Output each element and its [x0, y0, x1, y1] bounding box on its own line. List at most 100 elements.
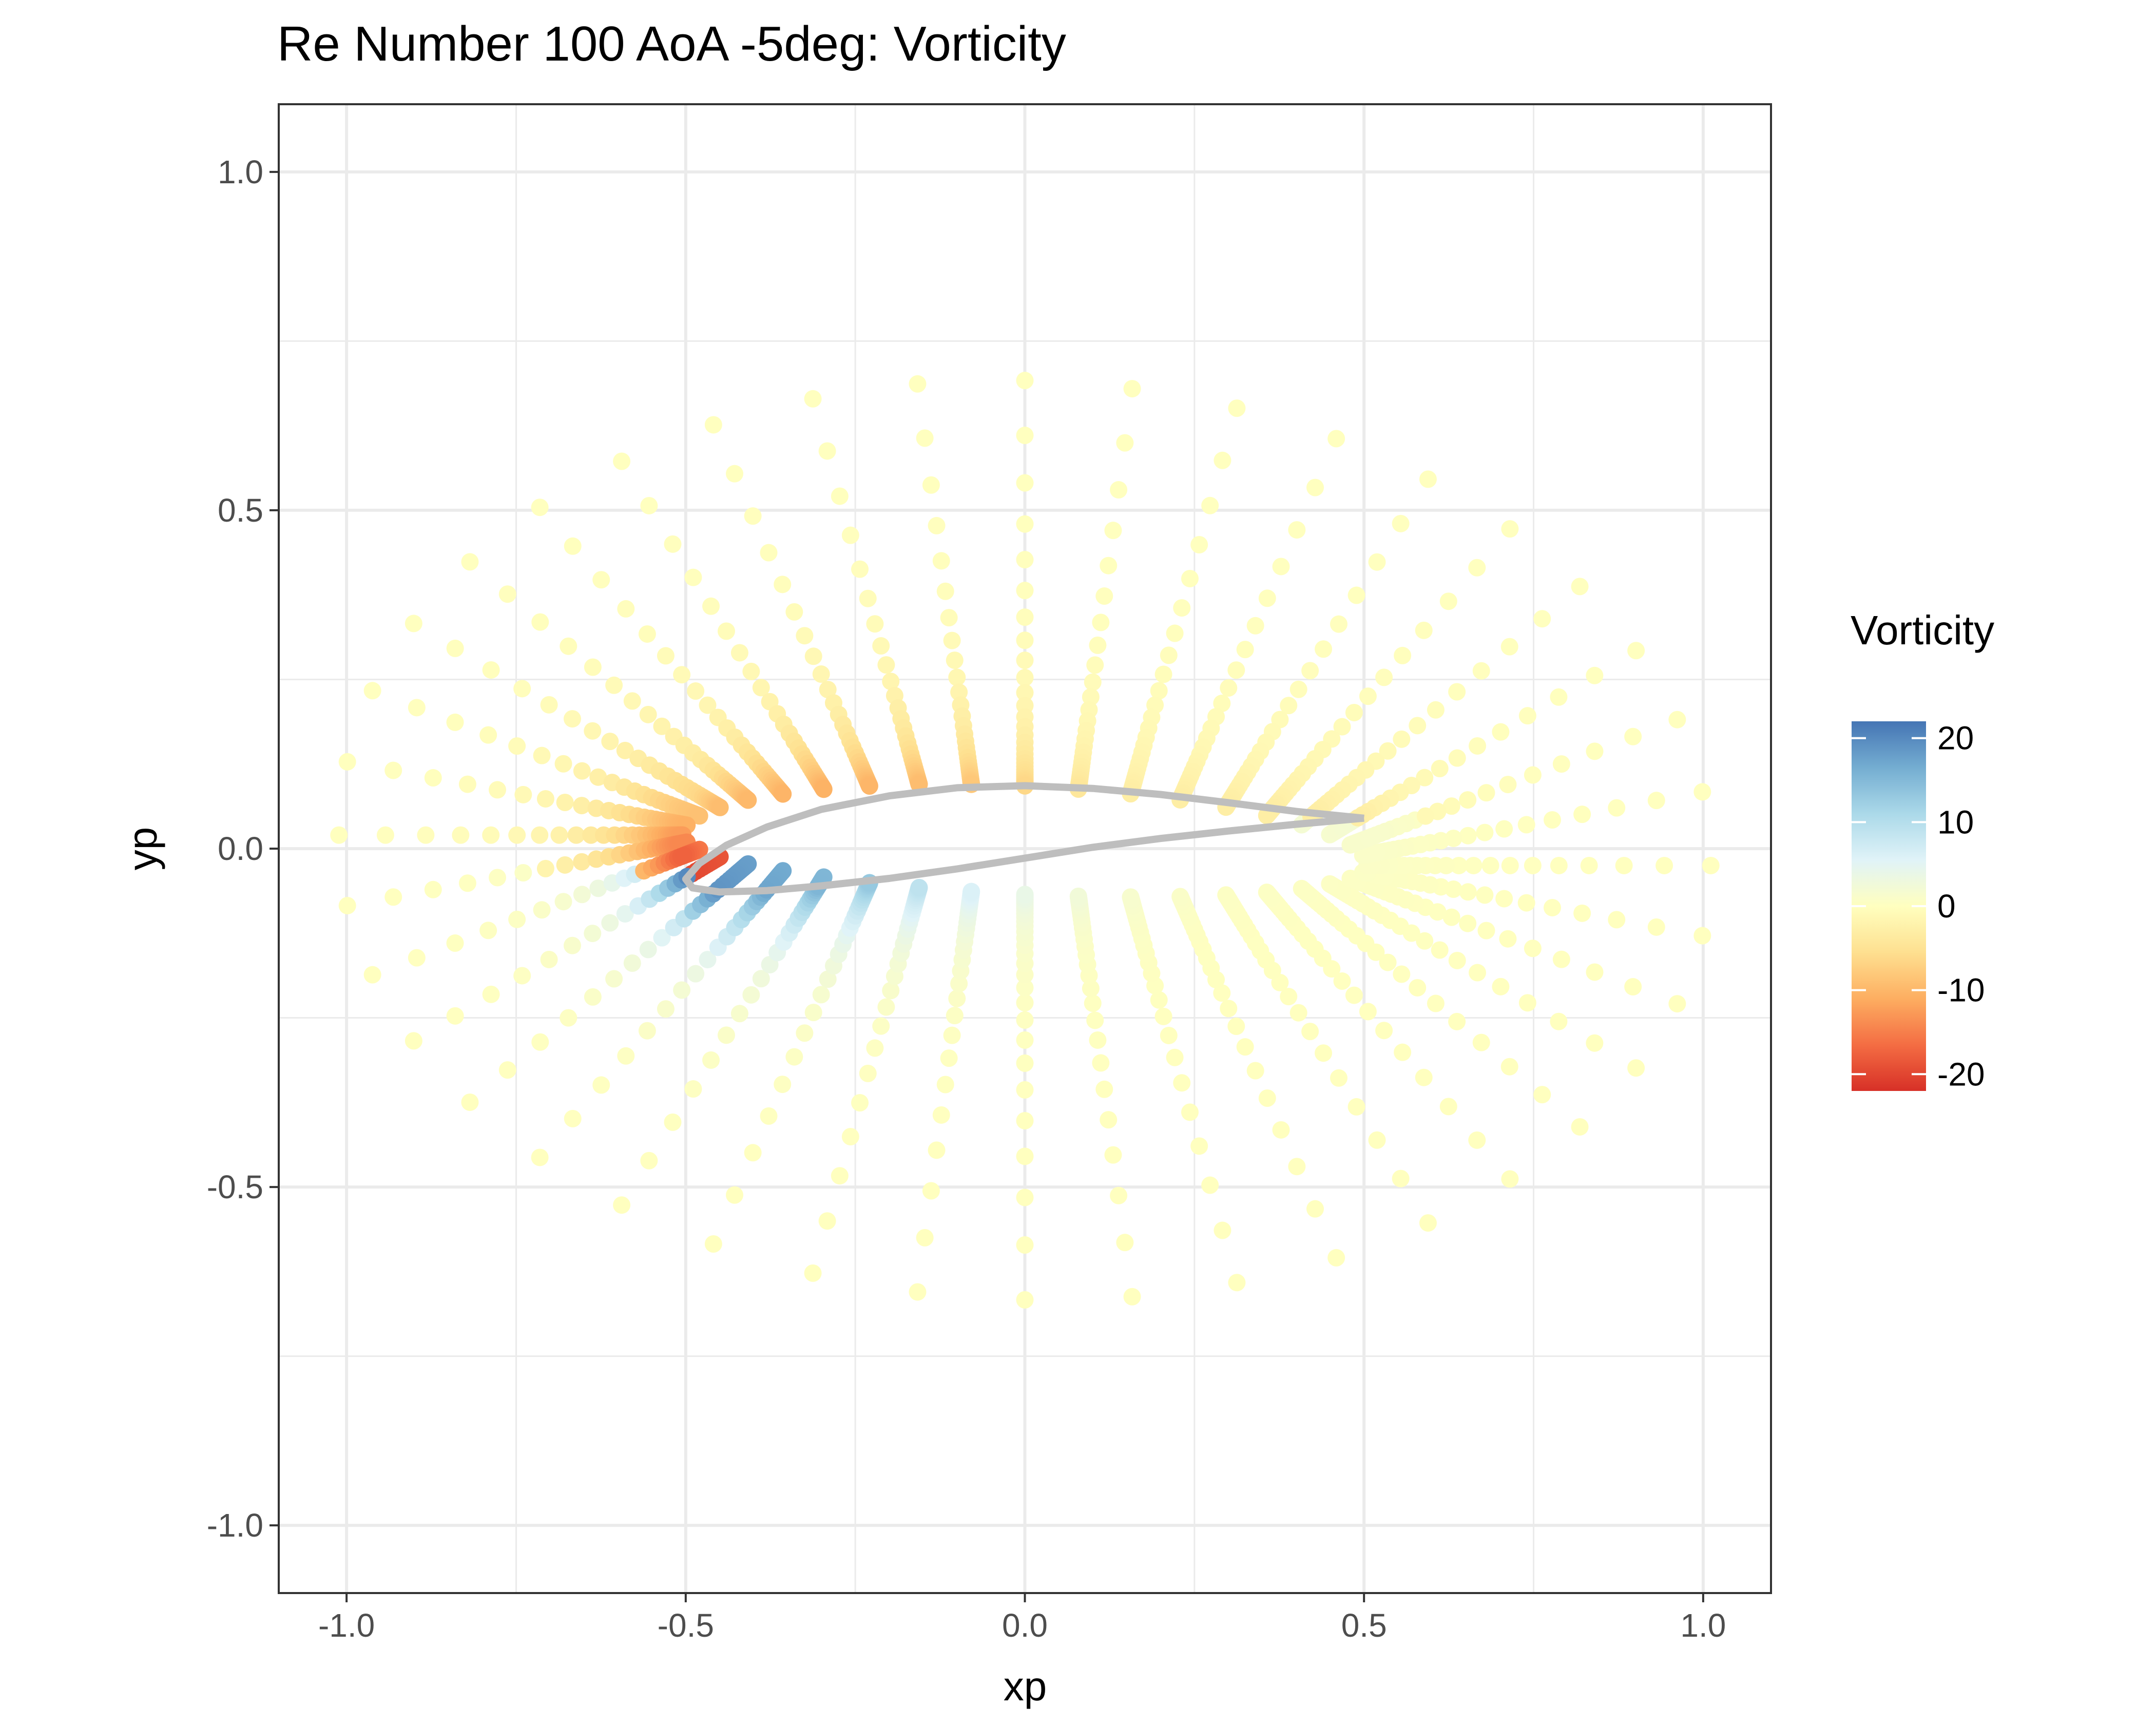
vorticity-point — [687, 965, 705, 983]
vorticity-point — [1550, 856, 1568, 874]
vorticity-point — [796, 627, 814, 645]
vorticity-point — [1321, 875, 1339, 893]
vorticity-point — [704, 1235, 722, 1253]
vorticity-point — [804, 1004, 822, 1022]
vorticity-point — [531, 499, 549, 516]
vorticity-point — [962, 883, 980, 900]
vorticity-point — [1123, 1288, 1141, 1306]
vorticity-point — [563, 710, 581, 728]
vorticity-point — [1016, 684, 1034, 702]
vorticity-point — [922, 476, 940, 494]
vorticity-point — [1393, 965, 1411, 983]
legend-label: 20 — [1937, 720, 1974, 757]
vorticity-point — [1468, 1131, 1486, 1149]
vorticity-point — [540, 696, 558, 714]
vorticity-point — [573, 762, 591, 780]
vorticity-point — [936, 582, 954, 600]
vorticity-point — [1394, 1043, 1412, 1061]
vorticity-point — [1615, 856, 1633, 874]
vorticity-point — [1459, 791, 1477, 809]
vorticity-point — [744, 507, 762, 525]
vorticity-point — [943, 631, 961, 649]
x-axis-ticks: -1.0 -0.5 0.0 0.5 1.0 — [318, 1593, 1726, 1644]
vorticity-point — [866, 1039, 884, 1057]
vorticity-point — [1289, 1004, 1307, 1022]
vorticity-point — [831, 1167, 849, 1185]
vorticity-point — [1533, 610, 1551, 628]
vorticity-point — [1086, 1011, 1104, 1029]
vorticity-point — [1100, 557, 1118, 574]
vorticity-point — [1166, 1048, 1184, 1066]
vorticity-point — [638, 1022, 656, 1040]
vorticity-point — [1580, 856, 1598, 874]
vorticity-point — [446, 1007, 464, 1025]
vorticity-point — [1550, 688, 1568, 706]
vorticity-point — [1173, 1074, 1191, 1092]
vorticity-point — [1016, 994, 1034, 1012]
vorticity-point — [1315, 640, 1333, 658]
vorticity-point — [338, 896, 356, 914]
vorticity-point — [584, 925, 602, 943]
vorticity-point — [1500, 638, 1518, 656]
vorticity-point — [1181, 1103, 1199, 1121]
vorticity-point — [882, 982, 900, 1000]
vorticity-point — [717, 622, 735, 640]
y-tick-label: 0.0 — [218, 830, 263, 867]
vorticity-point — [916, 429, 934, 447]
vorticity-point — [1016, 1081, 1034, 1099]
vorticity-point — [639, 941, 657, 959]
vorticity-point — [479, 726, 497, 744]
vorticity-point — [1459, 914, 1477, 932]
vorticity-point — [1586, 742, 1604, 760]
vorticity-point — [841, 526, 859, 544]
vorticity-point — [910, 878, 928, 896]
vorticity-point — [940, 1049, 958, 1067]
vorticity-point — [1213, 695, 1231, 713]
vorticity-point — [1228, 1274, 1246, 1292]
vorticity-point — [1448, 683, 1466, 701]
vorticity-point — [877, 656, 895, 674]
vorticity-point — [1016, 474, 1034, 492]
vorticity-point — [1368, 553, 1386, 571]
vorticity-point — [818, 1212, 836, 1230]
vorticity-point — [1419, 1214, 1437, 1232]
vorticity-point — [1246, 617, 1264, 635]
vorticity-point — [774, 1076, 792, 1094]
vorticity-point — [1459, 827, 1477, 845]
vorticity-point — [1016, 1189, 1034, 1206]
vorticity-point — [699, 951, 717, 969]
vorticity-point — [508, 910, 526, 928]
vorticity-point — [446, 639, 464, 657]
vorticity-point — [812, 665, 830, 683]
vorticity-point — [752, 970, 770, 988]
vorticity-point — [785, 603, 803, 621]
vorticity-point — [446, 713, 464, 731]
vorticity-point — [1586, 1034, 1604, 1052]
vorticity-point — [717, 1026, 735, 1044]
vorticity-point — [363, 682, 381, 700]
x-tick-label: 1.0 — [1680, 1607, 1726, 1644]
vorticity-point — [1533, 1086, 1551, 1104]
vorticity-point — [376, 826, 394, 844]
x-tick-label: 0.5 — [1341, 1607, 1387, 1644]
vorticity-point — [1227, 1018, 1245, 1036]
vorticity-point — [1431, 759, 1449, 777]
vorticity-point — [1624, 727, 1642, 745]
vorticity-point — [932, 1106, 950, 1124]
vorticity-point — [785, 1048, 803, 1066]
vorticity-point — [946, 651, 964, 669]
vorticity-point — [1518, 707, 1536, 725]
vorticity-point — [1477, 784, 1495, 802]
vorticity-point — [950, 974, 968, 992]
vorticity-point — [819, 681, 837, 699]
vorticity-point — [573, 853, 591, 871]
legend-label: 10 — [1937, 803, 1974, 840]
vorticity-point — [498, 1061, 516, 1079]
vorticity-point — [461, 1093, 479, 1111]
plot-panel — [278, 103, 1772, 1594]
vorticity-point — [1543, 811, 1561, 829]
airfoil-outline — [682, 782, 1364, 896]
vorticity-point — [1166, 624, 1184, 642]
vorticity-point — [531, 613, 549, 631]
vorticity-point — [1213, 984, 1231, 1002]
